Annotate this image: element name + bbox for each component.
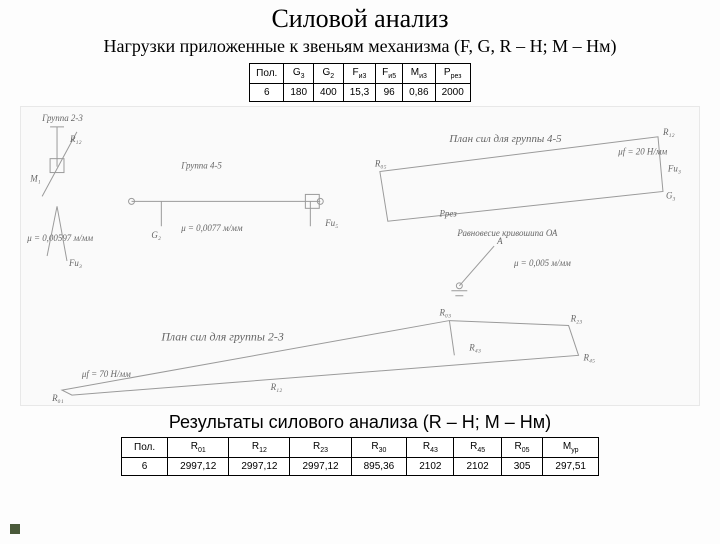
col-r23: R23 xyxy=(290,438,351,458)
label-mu2: μ = 0,00597 м/мм xyxy=(26,233,93,243)
col-pos: Пол. xyxy=(122,438,168,458)
cell: 400 xyxy=(314,84,344,102)
label-rav: Равновесие кривошипа ОА xyxy=(456,228,557,238)
loads-table: Пол. G3 G2 Fи3 Fи5 Mи3 Pрез 6 180 400 15… xyxy=(249,63,471,102)
diagram-area: Группа 2-3 M₁ R₁₂ μ = 0,00597 м/мм Групп… xyxy=(20,106,700,406)
label-r05: R₀₅ xyxy=(374,159,387,169)
col-mur: Mур xyxy=(543,438,599,458)
col-r45: R45 xyxy=(454,438,501,458)
col-r30: R30 xyxy=(351,438,407,458)
col-g2: G2 xyxy=(314,64,344,84)
col-fi3: Fи3 xyxy=(343,64,375,84)
col-mi3: Mи3 xyxy=(403,64,435,84)
col-g3: G3 xyxy=(284,64,314,84)
label-fn5: Fи₅ xyxy=(324,218,338,228)
label-group45: Группа 4-5 xyxy=(180,161,222,171)
table-header-row: Пол. G3 G2 Fи3 Fи5 Mи3 Pрез xyxy=(250,64,471,84)
cell: 2997,12 xyxy=(229,458,290,476)
subtitle: Нагрузки приложенные к звеньям механизма… xyxy=(0,36,720,57)
cell: 305 xyxy=(501,458,543,476)
col-r43: R43 xyxy=(407,438,454,458)
label-r12: R₁₂ xyxy=(69,134,82,144)
table-row: 6 180 400 15,3 96 0,86 2000 xyxy=(250,84,471,102)
cell: 895,36 xyxy=(351,458,407,476)
cell: 2102 xyxy=(454,458,501,476)
label-r45: R₄₅ xyxy=(583,352,596,362)
label-r03: R₀₃ xyxy=(438,308,451,318)
label-g3p: G₃ xyxy=(666,190,676,200)
cell: 6 xyxy=(122,458,168,476)
cell: 6 xyxy=(250,84,284,102)
cell: 2000 xyxy=(435,84,470,102)
cell: 180 xyxy=(284,84,314,102)
label-plan23: План сил для группы 2-3 xyxy=(160,329,283,343)
col-pos: Пол. xyxy=(250,64,284,84)
results-title: Результаты силового анализа (R – H; M – … xyxy=(0,412,720,433)
label-fn3b: Fи₃ xyxy=(68,258,82,268)
label-fn3: Fи₃ xyxy=(667,164,681,174)
label-mu1: μ = 0,0077 м/мм xyxy=(180,223,243,233)
label-r12b: R₁₂ xyxy=(662,127,675,137)
label-muf2: μf = 70 Н/мм xyxy=(81,369,131,379)
cell: 0,86 xyxy=(403,84,435,102)
cell: 2997,12 xyxy=(290,458,351,476)
page-title: Силовой анализ xyxy=(0,4,720,34)
cell: 2102 xyxy=(407,458,454,476)
label-A: A xyxy=(496,236,503,246)
cell: 96 xyxy=(376,84,403,102)
label-mu3: μ = 0,005 м/мм xyxy=(513,258,571,268)
label-g2: G₂ xyxy=(151,230,161,240)
cell: 15,3 xyxy=(343,84,375,102)
label-plan45: План сил для группы 4-5 xyxy=(448,133,562,145)
cell: 2997,12 xyxy=(168,458,229,476)
table-header-row: Пол. R01 R12 R23 R30 R43 R45 R05 Mур xyxy=(122,438,599,458)
label-prez: Pрез xyxy=(438,208,457,218)
label-r23: R₂₃ xyxy=(570,314,583,324)
cell: 297,51 xyxy=(543,458,599,476)
col-r05: R05 xyxy=(501,438,543,458)
col-prez: Pрез xyxy=(435,64,470,84)
col-r12: R12 xyxy=(229,438,290,458)
results-table: Пол. R01 R12 R23 R30 R43 R45 R05 Mур 6 2… xyxy=(121,437,599,476)
col-r01: R01 xyxy=(168,438,229,458)
label-m1: M₁ xyxy=(29,174,41,184)
slide-bullet-icon xyxy=(10,524,20,534)
table-row: 6 2997,12 2997,12 2997,12 895,36 2102 21… xyxy=(122,458,599,476)
col-fi5: Fи5 xyxy=(376,64,403,84)
label-r43: R₄₃ xyxy=(468,342,481,352)
label-r12c: R₁₂ xyxy=(270,382,283,392)
label-muf: μf = 20 Н/мм xyxy=(617,147,667,157)
label-r01: R₀₁ xyxy=(51,393,64,403)
label-group23: Группа 2-3 xyxy=(41,113,83,123)
